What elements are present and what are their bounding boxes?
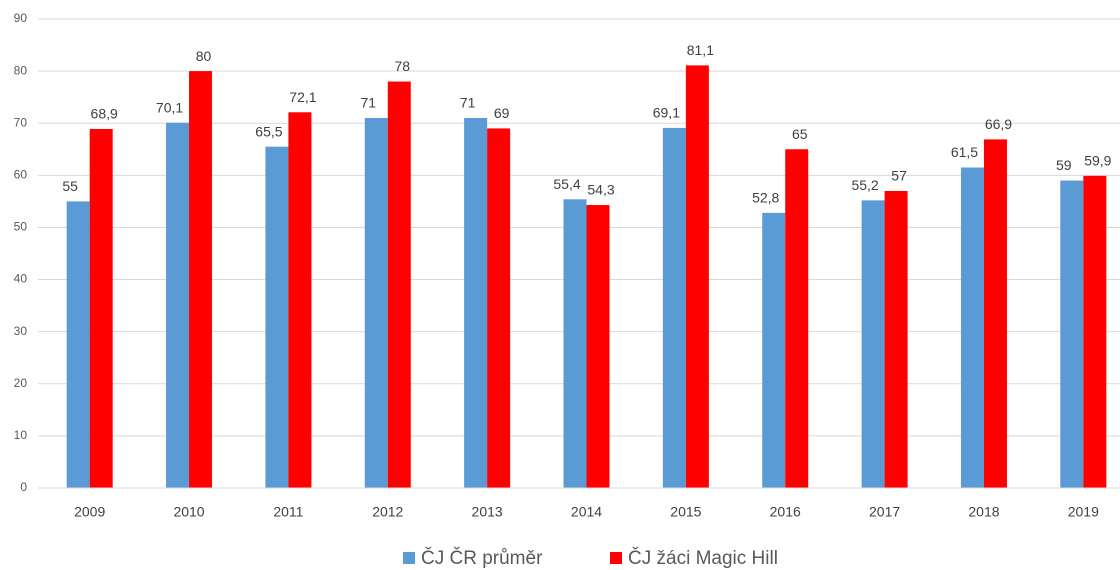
bar — [66, 201, 90, 488]
y-tick-label: 10 — [14, 428, 28, 442]
value-label: 57 — [891, 168, 907, 184]
value-label: 78 — [394, 58, 410, 74]
bar — [762, 212, 786, 488]
value-label: 65,5 — [255, 123, 282, 139]
value-label: 55 — [62, 178, 78, 194]
y-tick-label: 0 — [20, 480, 27, 494]
y-tick-label: 40 — [14, 272, 28, 286]
legend-label: ČJ ČR průměr — [421, 547, 543, 569]
bar — [166, 122, 190, 488]
y-tick-label: 90 — [14, 11, 28, 25]
x-tick-label: 2012 — [372, 504, 403, 520]
value-label: 70,1 — [156, 99, 183, 115]
value-label: 66,9 — [985, 116, 1012, 132]
x-tick-label: 2009 — [74, 504, 105, 520]
value-label: 54,3 — [587, 182, 614, 198]
value-label: 80 — [196, 48, 212, 64]
y-tick-label: 20 — [14, 376, 28, 390]
x-tick-label: 2014 — [571, 504, 602, 520]
value-label: 71 — [460, 95, 476, 111]
y-tick-label: 70 — [14, 115, 28, 129]
value-label: 69 — [494, 105, 510, 121]
bar — [288, 112, 312, 488]
value-label: 72,1 — [289, 89, 316, 105]
bar — [364, 118, 388, 488]
y-tick-label: 30 — [14, 324, 28, 338]
y-tick-label: 50 — [14, 220, 28, 234]
bar — [89, 128, 113, 488]
bar — [785, 149, 809, 488]
bar — [1083, 175, 1107, 489]
legend-swatch — [610, 552, 622, 564]
bar — [983, 139, 1007, 489]
value-label: 59,9 — [1084, 153, 1111, 169]
x-tick-label: 2019 — [1068, 504, 1099, 520]
bar — [662, 127, 686, 488]
bar — [387, 81, 411, 489]
value-label: 81,1 — [687, 42, 714, 58]
x-tick-label: 2015 — [670, 504, 701, 520]
value-label: 55,2 — [851, 177, 878, 193]
x-tick-label: 2013 — [472, 504, 503, 520]
value-label: 59 — [1056, 157, 1072, 173]
y-tick-label: 60 — [14, 168, 28, 182]
bar — [487, 128, 511, 488]
bar — [464, 118, 488, 488]
value-label: 68,9 — [91, 106, 118, 122]
bar — [685, 65, 709, 488]
x-tick-label: 2016 — [770, 504, 801, 520]
bar — [189, 71, 213, 488]
x-tick-label: 2011 — [273, 504, 303, 520]
bar — [265, 146, 289, 488]
x-tick-label: 2018 — [968, 504, 999, 520]
value-label: 52,8 — [752, 190, 779, 206]
x-tick-label: 2010 — [173, 504, 204, 520]
legend-label: ČJ žáci Magic Hill — [628, 547, 778, 569]
bar — [861, 200, 885, 488]
bar — [884, 190, 908, 488]
bar — [1060, 180, 1084, 489]
value-label: 65 — [792, 126, 808, 142]
bar — [586, 205, 610, 488]
legend-swatch — [403, 552, 415, 564]
value-label: 61,5 — [951, 144, 978, 160]
y-tick-label: 80 — [14, 63, 28, 77]
bar — [563, 199, 587, 488]
value-label: 69,1 — [653, 105, 680, 121]
value-label: 71 — [360, 95, 376, 111]
bar — [960, 167, 984, 488]
value-label: 55,4 — [553, 176, 580, 192]
x-tick-label: 2017 — [869, 504, 900, 520]
